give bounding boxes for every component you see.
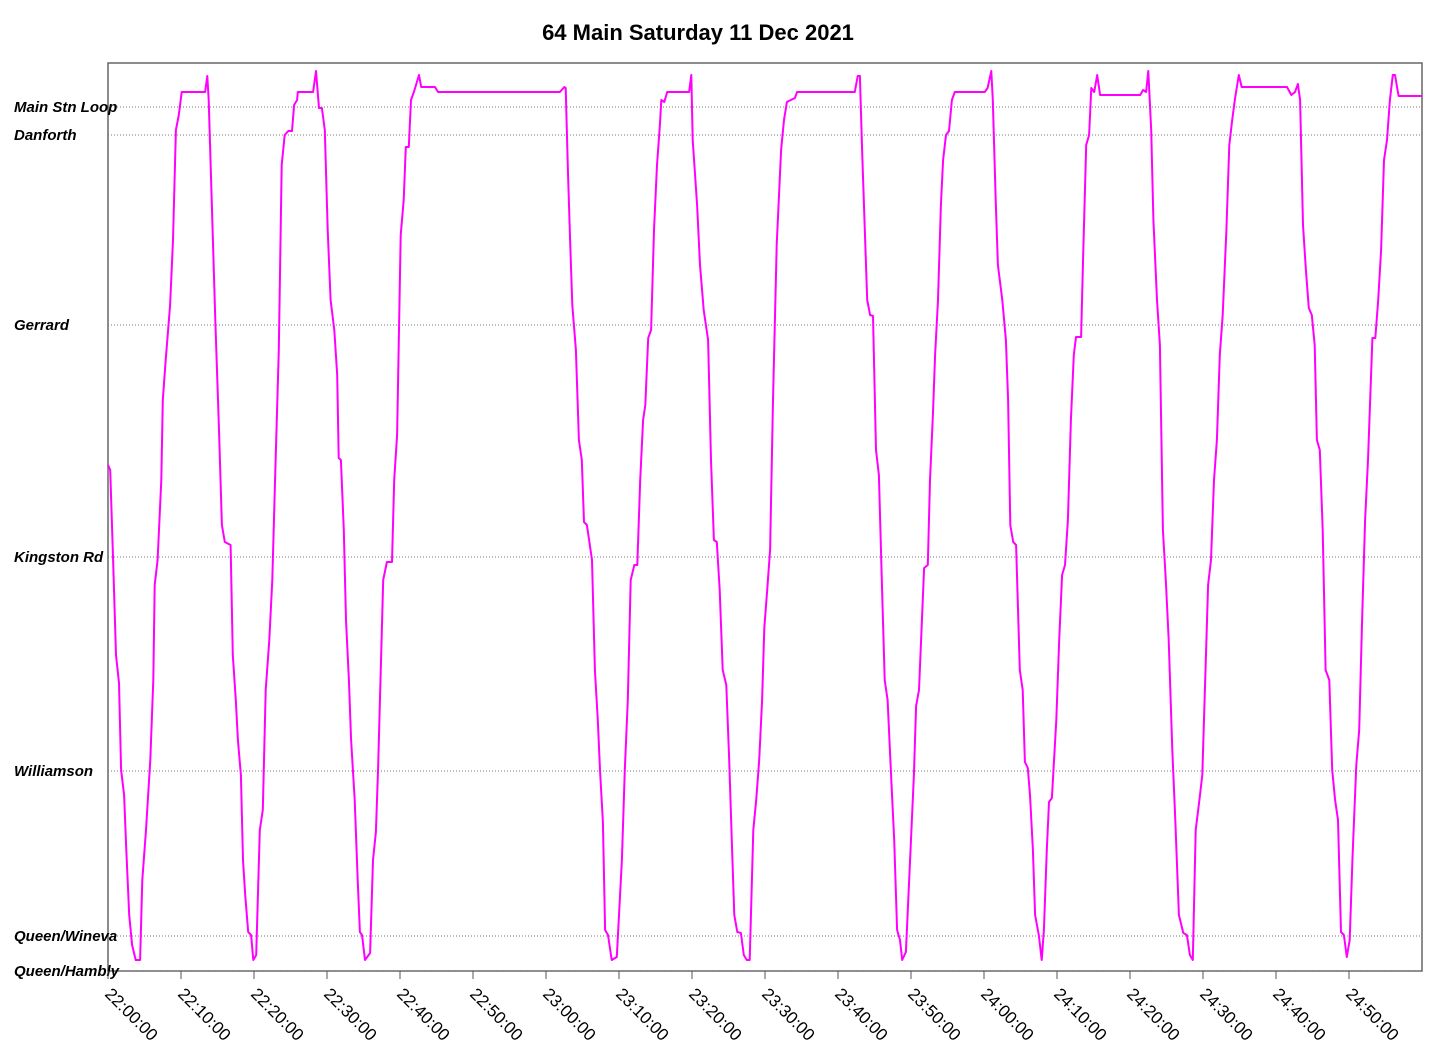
x-tick-label: 23:30:00 <box>758 984 818 1044</box>
x-tick-label: 23:50:00 <box>904 984 964 1044</box>
x-tick-label: 24:30:00 <box>1196 984 1256 1044</box>
x-tick-label: 24:00:00 <box>977 984 1037 1044</box>
x-tick-label: 24:20:00 <box>1123 984 1183 1044</box>
y-tick-label: Queen/Hambly <box>14 963 120 980</box>
x-tick-label: 23:40:00 <box>831 984 891 1044</box>
y-tick-label: Main Stn Loop <box>14 99 117 116</box>
x-tick-label: 23:20:00 <box>685 984 745 1044</box>
x-tick-label: 22:30:00 <box>320 984 380 1044</box>
y-tick-label: Danforth <box>14 127 77 144</box>
x-tick-label: 22:20:00 <box>247 984 307 1044</box>
x-tick-label: 22:50:00 <box>466 984 526 1044</box>
x-tick-label: 23:10:00 <box>612 984 672 1044</box>
x-tick-label: 22:40:00 <box>393 984 453 1044</box>
plot-frame <box>107 62 1423 972</box>
x-tick-label: 24:50:00 <box>1342 984 1402 1044</box>
x-tick-label: 22:00:00 <box>101 984 161 1044</box>
y-tick-label: Queen/Wineva <box>14 928 117 945</box>
chart-title: 64 Main Saturday 11 Dec 2021 <box>542 20 854 45</box>
y-tick-label: Gerrard <box>14 317 70 334</box>
trip-line <box>107 70 1422 961</box>
y-tick-label: Kingston Rd <box>14 549 104 566</box>
x-tick-label: 23:00:00 <box>539 984 599 1044</box>
x-tick-label: 24:10:00 <box>1050 984 1110 1044</box>
x-tick-label: 24:40:00 <box>1269 984 1329 1044</box>
x-tick-label: 22:10:00 <box>174 984 234 1044</box>
y-tick-label: Williamson <box>14 763 93 780</box>
